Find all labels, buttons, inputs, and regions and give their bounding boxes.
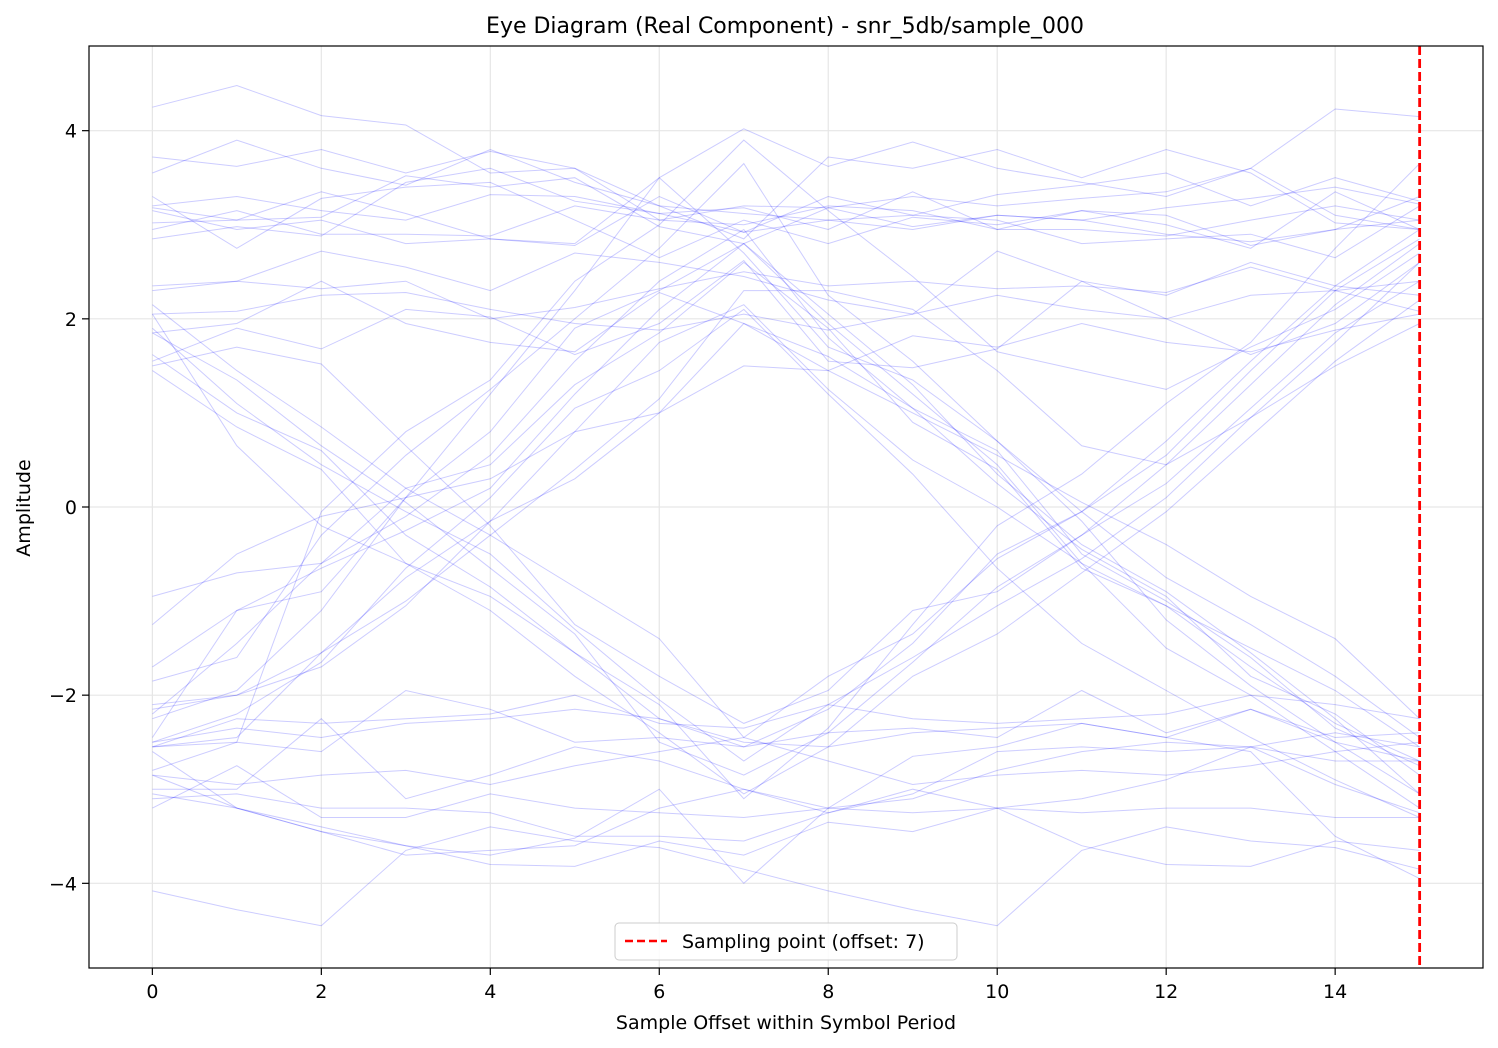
eye-trace-line [152, 765, 1420, 819]
eye-trace-line [152, 84, 1420, 231]
eye-trace-line [152, 242, 1420, 762]
eye-trace-line [152, 304, 1420, 809]
chart-title: Eye Diagram (Real Component) - snr_5db/s… [486, 14, 1084, 39]
eye-trace-line [152, 229, 1420, 748]
eye-trace-line [152, 238, 1420, 739]
x-tick-label: 6 [653, 981, 665, 1003]
eye-trace-line [152, 162, 1420, 738]
eye-trace-line [152, 262, 1420, 762]
eye-trace-line [152, 175, 1420, 245]
x-tick-label: 4 [484, 981, 496, 1003]
eye-trace-line [152, 259, 1420, 369]
legend-sampling-label: Sampling point (offset: 7) [682, 931, 925, 953]
eye-trace-line [152, 139, 1420, 240]
eye-trace-line [152, 708, 1420, 748]
eye-trace-line [151, 242, 1420, 795]
eye-trace-line [152, 172, 1420, 233]
eye-trace-line [152, 167, 1420, 249]
eye-trace-line [152, 266, 1420, 320]
eye-trace-line [152, 228, 1420, 776]
eye-trace-line [152, 139, 1420, 771]
x-tick-label: 14 [1323, 981, 1347, 1003]
eye-trace-line [152, 746, 1420, 842]
x-axis-label: Sample Offset within Symbol Period [616, 1012, 956, 1034]
eye-trace-line [152, 128, 1420, 245]
gridlines [89, 46, 1483, 968]
y-tick-label: 4 [65, 121, 77, 143]
eye-trace-line [152, 290, 1420, 706]
legend: Sampling point (offset: 7) [614, 922, 958, 961]
eye-trace-line [152, 751, 1420, 867]
eye-trace-line [151, 163, 1420, 800]
eye-trace-line [152, 108, 1420, 221]
eye-trace-line [152, 322, 1420, 767]
eye-trace-line [152, 290, 1420, 331]
eye-trace-line [152, 741, 1420, 856]
x-tick-label: 10 [985, 981, 1009, 1003]
x-tick-label: 0 [146, 981, 158, 1003]
y-axis-ticks: −4 −2 0 2 4 [49, 121, 89, 895]
y-tick-label: 2 [65, 309, 77, 331]
eye-trace-line [152, 299, 1420, 795]
eye-trace-line [152, 308, 1420, 818]
eye-trace-line [152, 280, 1420, 372]
x-tick-label: 12 [1154, 981, 1178, 1003]
eye-trace-line [152, 736, 1420, 786]
y-axis-label: Amplitude [13, 459, 35, 556]
eye-trace-line [152, 250, 1420, 315]
eye-trace-line [152, 243, 1420, 724]
eye-trace-line [152, 261, 1420, 748]
eye-trace-line [152, 826, 1420, 927]
y-tick-label: −2 [49, 685, 77, 707]
x-tick-label: 2 [315, 981, 327, 1003]
eye-trace-line [152, 694, 1420, 748]
eye-trace-line [152, 181, 1420, 259]
eye-trace-line [152, 280, 1420, 776]
eye-trace-line [152, 176, 1420, 795]
y-tick-label: 0 [65, 497, 77, 519]
eye-trace-line [152, 195, 1420, 259]
x-tick-label: 8 [822, 981, 834, 1003]
eye-trace-line [152, 722, 1420, 885]
legend-box [614, 922, 958, 961]
eye-trace-line [152, 689, 1420, 762]
y-tick-label: −4 [49, 873, 77, 895]
eye-trace-line [152, 205, 1420, 237]
x-axis-ticks: 0 2 4 6 8 10 12 14 [146, 968, 1347, 1003]
eye-traces [151, 84, 1420, 927]
eye-trace-line [152, 718, 1420, 814]
eye-trace-line [152, 365, 1420, 720]
